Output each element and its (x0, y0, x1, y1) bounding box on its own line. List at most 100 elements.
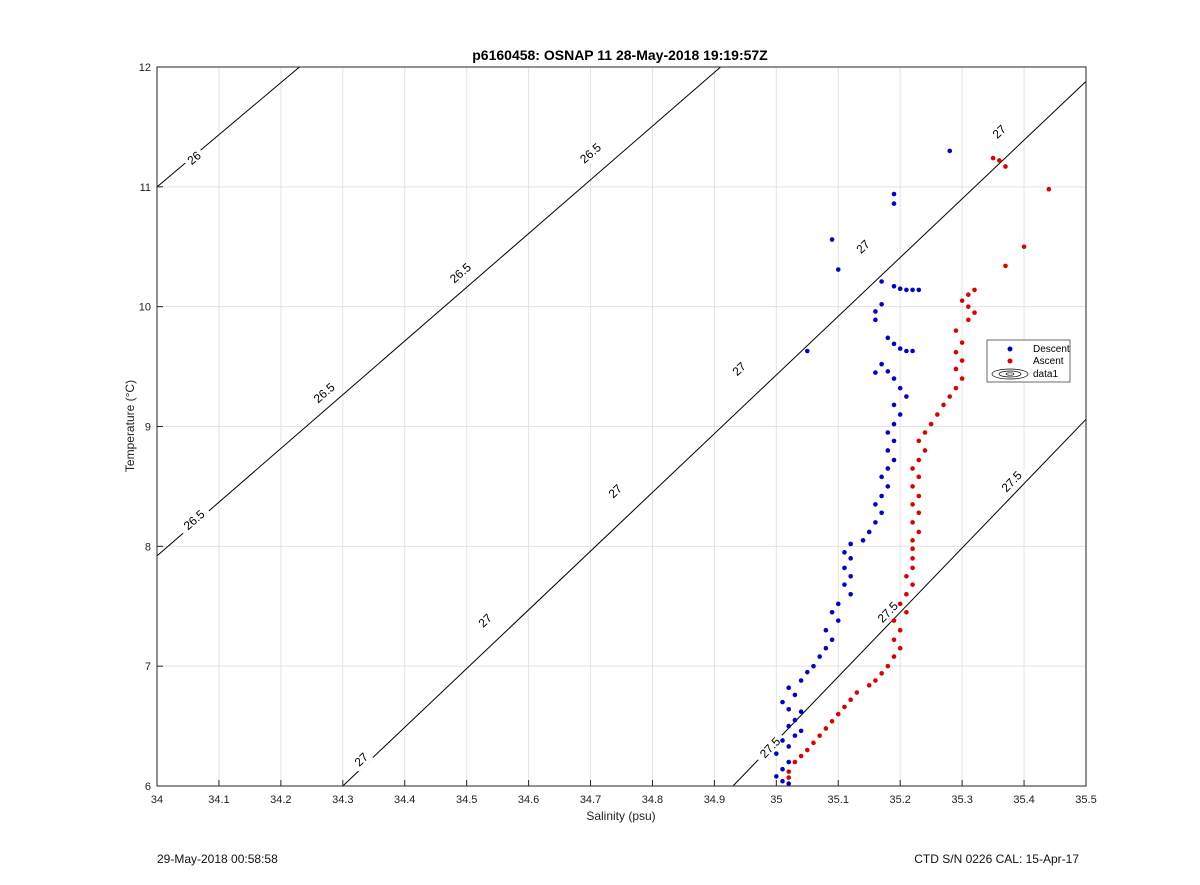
ascent-point (904, 591, 909, 597)
x-tick-label: 35.1 (828, 794, 849, 806)
ascent-point (811, 740, 816, 746)
descent-point (873, 520, 878, 525)
descent-point (879, 510, 884, 516)
descent-point (904, 394, 909, 399)
descent-point (891, 457, 897, 463)
y-tick-label: 11 (140, 182, 151, 194)
legend: Descent Ascent data1 (986, 339, 1071, 383)
ascent-point (953, 366, 959, 372)
x-tick-label: 34.5 (456, 794, 477, 806)
descent-point (780, 738, 785, 743)
contour-line-26 (156, 66, 300, 188)
ascent-point (953, 349, 959, 355)
ascent-point (829, 718, 835, 724)
ascent-point (935, 412, 940, 417)
ascent-point (798, 753, 804, 759)
ascent-point (996, 158, 1002, 163)
ascent-point (922, 430, 928, 435)
descent-point (897, 412, 903, 417)
ascent-point (966, 317, 971, 323)
ascent-point (910, 484, 915, 489)
series-ascent (786, 155, 1052, 780)
descent-point (879, 474, 884, 480)
x-tick-label: 35 (770, 794, 782, 806)
descent-point (891, 376, 897, 381)
descent-point (860, 538, 866, 543)
descent-point (811, 663, 816, 669)
descent-point (879, 301, 884, 307)
descent-point (910, 348, 915, 354)
descent-point (792, 733, 798, 738)
contour-label-bg (727, 357, 752, 381)
x-tick-label: 34.8 (642, 794, 663, 806)
descent-point (780, 766, 785, 772)
descent-point (866, 529, 872, 535)
descent-point (848, 573, 853, 579)
x-axis-ticks: 34 34.1 34.2 34.3 34.4 34.5 34.6 34.7 34.8 34.9 35… (151, 780, 1097, 806)
descent-point (780, 699, 785, 705)
ascent-point (842, 704, 847, 710)
descent-point (774, 774, 779, 779)
descent-point (947, 148, 953, 154)
legend-descent-marker (1007, 346, 1013, 352)
descent-point (835, 618, 841, 623)
legend-ascent-marker (1007, 358, 1013, 364)
ascent-point (1046, 186, 1052, 192)
descent-point (786, 781, 792, 786)
ascent-point (928, 421, 934, 427)
ascent-point (1021, 244, 1027, 250)
ascent-point (922, 448, 928, 453)
ascent-point (904, 573, 909, 579)
footer-instrument-info: CTD S/N 0226 CAL: 15-Apr-17 (914, 852, 1079, 866)
ascent-point (959, 358, 965, 363)
ascent-point (916, 457, 922, 463)
descent-point (879, 279, 884, 284)
descent-point (891, 402, 897, 408)
descent-point (873, 317, 878, 323)
ascent-point (897, 627, 903, 633)
ascent-point (966, 292, 971, 297)
ascent-point (891, 637, 897, 643)
ascent-point (792, 759, 798, 765)
x-tick-label: 34.3 (332, 794, 353, 806)
ascent-point (916, 438, 922, 444)
ascent-point (897, 645, 903, 651)
contour-label-bg (753, 730, 787, 765)
y-tick-label: 9 (145, 422, 151, 434)
descent-point (904, 287, 909, 293)
descent-point (891, 283, 897, 289)
ascent-point (848, 697, 853, 703)
descent-point (904, 348, 909, 354)
ascent-point (947, 394, 953, 399)
legend-ascent-label: Ascent (1033, 356, 1064, 367)
legend-contour-icon (991, 368, 1029, 380)
ascent-point (873, 678, 878, 683)
ascent-point (786, 775, 792, 780)
descent-point (786, 759, 792, 765)
ascent-point (910, 538, 915, 543)
descent-point (823, 645, 829, 651)
descent-point (873, 370, 878, 375)
descent-point (774, 751, 779, 756)
contour-label-bg (994, 464, 1029, 499)
y-tick-label: 6 (145, 781, 151, 793)
x-tick-label: 35.5 (1075, 794, 1096, 806)
contour-label-bg (306, 376, 342, 410)
y-tick-label: 12 (139, 62, 151, 74)
contour-line-27-5 (732, 418, 1087, 787)
descent-point (817, 654, 822, 659)
descent-point (798, 709, 804, 715)
contour-line-27 (342, 81, 1087, 787)
descent-point (829, 609, 835, 615)
contour-label-bg (473, 608, 498, 633)
ascent-point (835, 711, 841, 717)
ascent-point (904, 609, 909, 615)
legend-descent-label: Descent (1033, 344, 1070, 355)
descent-point (848, 556, 853, 561)
ascent-point (885, 663, 891, 669)
x-tick-label: 34.2 (270, 794, 291, 806)
descent-point (786, 685, 792, 691)
descent-point (885, 448, 891, 453)
ascent-point (879, 671, 884, 676)
